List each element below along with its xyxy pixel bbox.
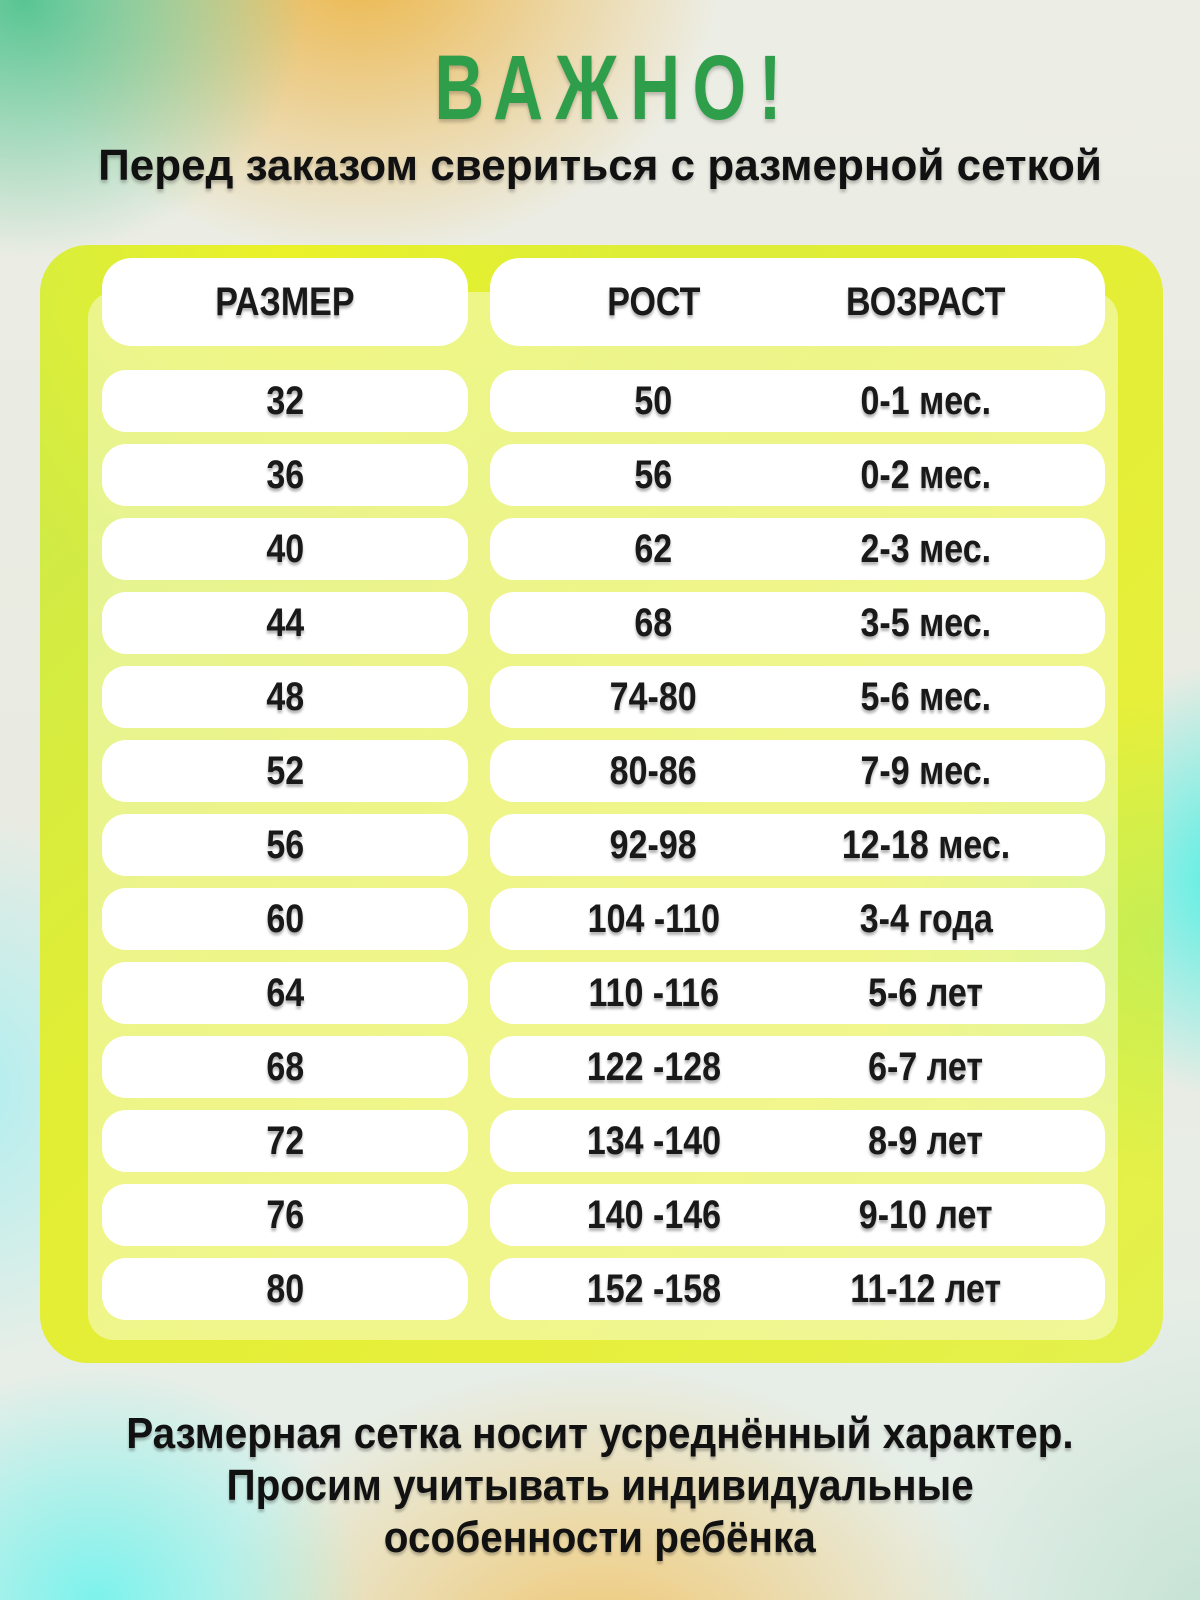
table-row: 68 122 -128 6-7 лет <box>102 1036 1105 1098</box>
table-row: 72 134 -140 8-9 лет <box>102 1110 1105 1172</box>
size-cell: 60 <box>102 888 468 950</box>
size-chart-board: РАЗМЕР РОСТ ВОЗРАСТ 32 50 0-1 мес. 36 56 0-2 … <box>40 245 1163 1363</box>
size-value: 40 <box>266 527 304 571</box>
header-size-cell: РАЗМЕР <box>102 258 468 346</box>
size-cell: 64 <box>102 962 468 1024</box>
age-value: 3-5 мес. <box>860 601 992 645</box>
height-age-cell: 152 -158 11-12 лет <box>490 1258 1105 1320</box>
height-age-cell: 104 -110 3-4 года <box>490 888 1105 950</box>
footer-line-text: Размерная сетка носит усреднённый характ… <box>126 1409 1074 1458</box>
table-row: 44 68 3-5 мес. <box>102 592 1105 654</box>
age-value: 5-6 лет <box>868 971 984 1015</box>
size-cell: 52 <box>102 740 468 802</box>
height-age-cell: 122 -128 6-7 лет <box>490 1036 1105 1098</box>
size-cell: 56 <box>102 814 468 876</box>
height-value: 134 -140 <box>586 1119 721 1163</box>
age-value: 11-12 лет <box>850 1267 1002 1311</box>
size-cell: 44 <box>102 592 468 654</box>
height-value: 68 <box>634 601 673 645</box>
footer-note: Размерная сетка носит усреднённый характ… <box>0 1408 1200 1564</box>
height-age-cell: 110 -116 5-6 лет <box>490 962 1105 1024</box>
page-subtitle: Перед заказом свериться с размерной сетк… <box>0 141 1200 190</box>
table-row: 56 92-98 12-18 мес. <box>102 814 1105 876</box>
height-value: 80-86 <box>610 749 697 793</box>
height-value: 62 <box>634 527 673 571</box>
table-row: 52 80-86 7-9 мес. <box>102 740 1105 802</box>
height-age-cell: 74-80 5-6 мес. <box>490 666 1105 728</box>
height-age-cell: 140 -146 9-10 лет <box>490 1184 1105 1246</box>
height-value: 140 -146 <box>586 1193 721 1237</box>
page-title: ВАЖНО! <box>0 42 1200 134</box>
size-value: 72 <box>266 1119 304 1163</box>
height-age-cell: 92-98 12-18 мес. <box>490 814 1105 876</box>
size-cell: 40 <box>102 518 468 580</box>
size-cell: 68 <box>102 1036 468 1098</box>
height-value: 104 -110 <box>587 897 720 941</box>
size-cell: 36 <box>102 444 468 506</box>
age-value: 2-3 мес. <box>860 527 992 571</box>
age-value: 0-2 мес. <box>860 453 992 497</box>
page-subtitle-text: Перед заказом свериться с размерной сетк… <box>98 141 1102 190</box>
footer-line: Просим учитывать индивидуальные <box>0 1460 1200 1512</box>
header-height-age-cell: РОСТ ВОЗРАСТ <box>490 258 1105 346</box>
age-value: 12-18 мес. <box>841 823 1011 867</box>
table-row: 32 50 0-1 мес. <box>102 370 1105 432</box>
height-age-cell: 80-86 7-9 мес. <box>490 740 1105 802</box>
height-age-cell: 62 2-3 мес. <box>490 518 1105 580</box>
height-value: 50 <box>634 379 673 423</box>
age-value: 5-6 мес. <box>860 675 992 719</box>
age-value: 9-10 лет <box>859 1193 993 1237</box>
table-row: 40 62 2-3 мес. <box>102 518 1105 580</box>
size-cell: 32 <box>102 370 468 432</box>
size-value: 44 <box>266 601 304 645</box>
size-cell: 48 <box>102 666 468 728</box>
size-value: 64 <box>266 971 304 1015</box>
age-value: 0-1 мес. <box>860 379 992 423</box>
height-age-cell: 50 0-1 мес. <box>490 370 1105 432</box>
footer-line: Размерная сетка носит усреднённый характ… <box>0 1408 1200 1460</box>
table-row: 80 152 -158 11-12 лет <box>102 1258 1105 1320</box>
table-row: 36 56 0-2 мес. <box>102 444 1105 506</box>
header-age-label: ВОЗРАСТ <box>846 280 1006 324</box>
size-value: 36 <box>266 453 304 497</box>
size-cell: 72 <box>102 1110 468 1172</box>
height-value: 110 -116 <box>588 971 719 1015</box>
height-value: 152 -158 <box>586 1267 721 1311</box>
height-value: 92-98 <box>610 823 697 867</box>
table-header-row: РАЗМЕР РОСТ ВОЗРАСТ <box>102 258 1105 346</box>
height-value: 74-80 <box>610 675 697 719</box>
size-value: 68 <box>266 1045 304 1089</box>
header-height-label: РОСТ <box>606 280 701 324</box>
height-age-cell: 56 0-2 мес. <box>490 444 1105 506</box>
size-table-rows: 32 50 0-1 мес. 36 56 0-2 мес. 40 62 2-3 мес. 44 68… <box>102 370 1105 1320</box>
footer-line-text: особенности ребёнка <box>384 1512 816 1562</box>
age-value: 6-7 лет <box>868 1045 984 1089</box>
size-value: 48 <box>266 675 304 719</box>
footer-line: особенности ребёнка <box>0 1512 1200 1564</box>
table-row: 48 74-80 5-6 мес. <box>102 666 1105 728</box>
height-age-cell: 68 3-5 мес. <box>490 592 1105 654</box>
size-value: 80 <box>266 1267 304 1311</box>
table-row: 76 140 -146 9-10 лет <box>102 1184 1105 1246</box>
height-value: 122 -128 <box>586 1045 721 1089</box>
size-cell: 80 <box>102 1258 468 1320</box>
height-age-cell: 134 -140 8-9 лет <box>490 1110 1105 1172</box>
age-value: 7-9 мес. <box>860 749 992 793</box>
size-value: 32 <box>266 379 304 423</box>
page-title-text: ВАЖНО! <box>434 37 795 139</box>
header-size-label: РАЗМЕР <box>215 280 355 324</box>
size-value: 52 <box>266 749 304 793</box>
size-value: 76 <box>266 1193 304 1237</box>
table-row: 64 110 -116 5-6 лет <box>102 962 1105 1024</box>
size-value: 60 <box>266 897 304 941</box>
table-row: 60 104 -110 3-4 года <box>102 888 1105 950</box>
age-value: 3-4 года <box>859 897 993 941</box>
footer-line-text: Просим учитывать индивидуальные <box>226 1460 974 1510</box>
height-value: 56 <box>634 453 673 497</box>
size-cell: 76 <box>102 1184 468 1246</box>
size-value: 56 <box>266 823 304 867</box>
age-value: 8-9 лет <box>868 1119 984 1163</box>
